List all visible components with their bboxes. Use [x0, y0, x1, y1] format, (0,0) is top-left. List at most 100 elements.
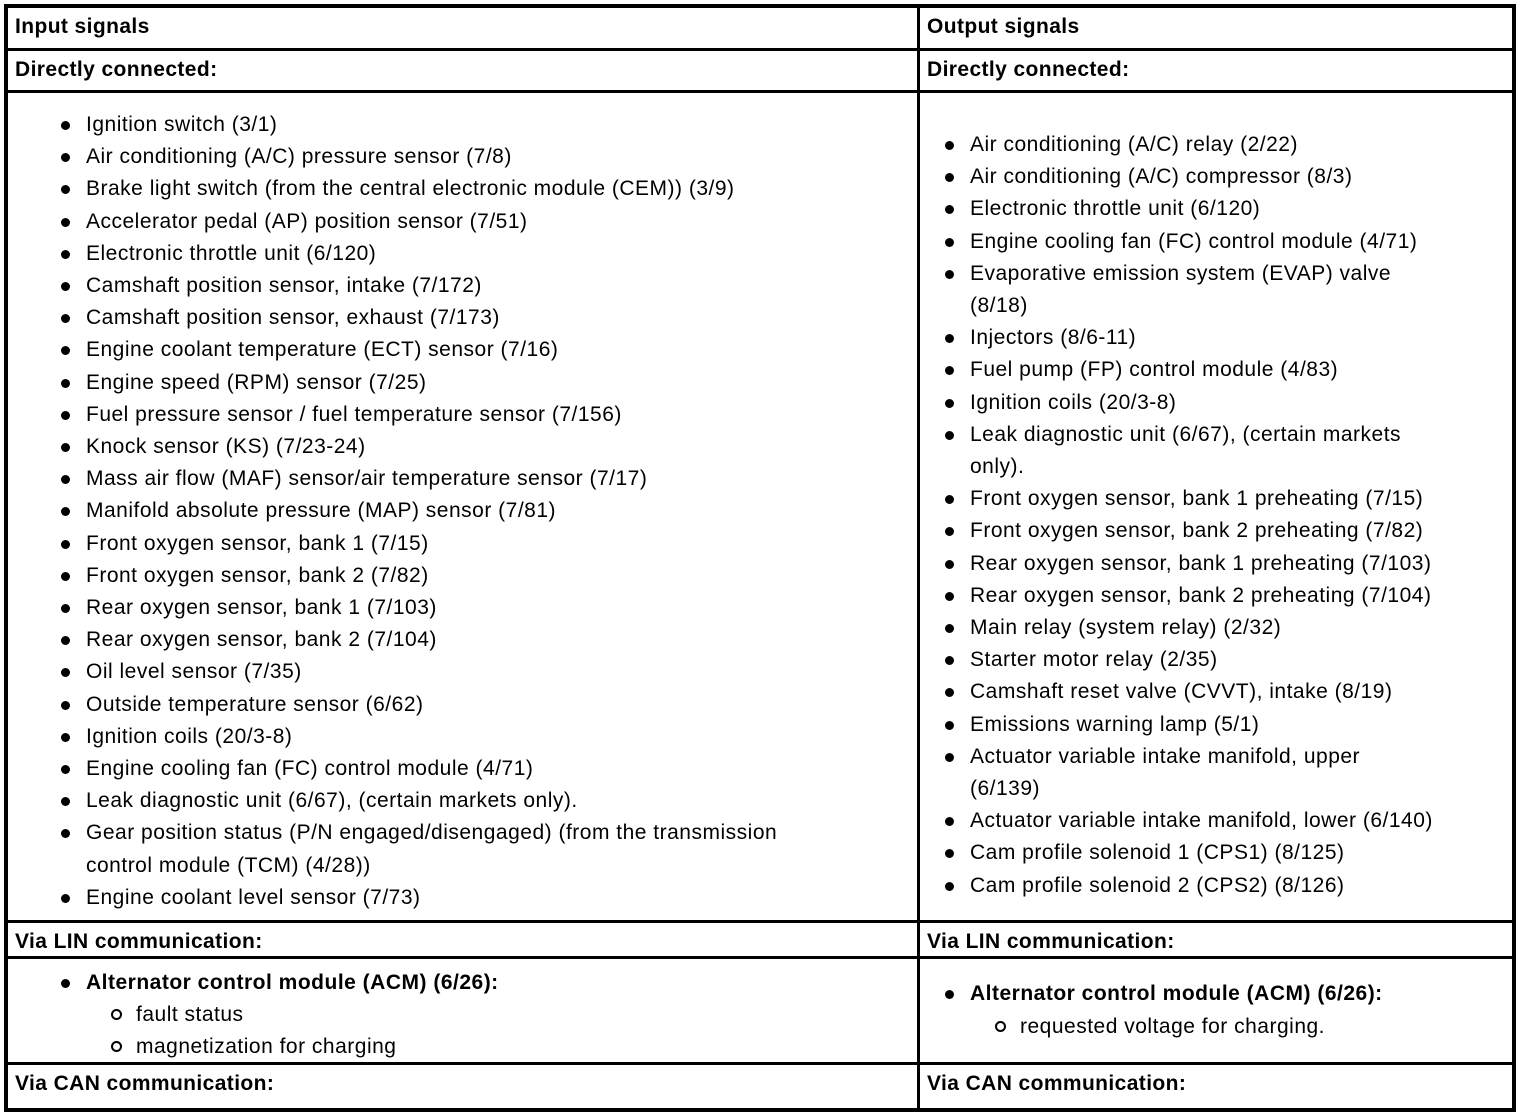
- list-item-text: Mass air flow (MAF) sensor/air temperatu…: [86, 467, 648, 491]
- list-item-text: Ignition switch (3/1): [86, 113, 278, 136]
- list-item: Engine speed (RPM) sensor (7/25): [60, 367, 913, 399]
- list-item: Injectors (8/6-11): [944, 322, 1508, 354]
- list-item: Camshaft position sensor, exhaust (7/173…: [60, 302, 913, 334]
- bullet-icon: [60, 141, 86, 173]
- bullet-icon: [944, 548, 970, 580]
- list-item-text: Main relay (system relay) (2/32): [970, 616, 1282, 640]
- list-item-text: Engine coolant level sensor (7/73): [86, 885, 421, 909]
- bullet-icon: [60, 967, 86, 999]
- bullet-icon: [60, 463, 86, 495]
- input-directly-connected-list-cell: Ignition switch (3/1) Air conditioning (A…: [8, 90, 920, 920]
- sub-list-item: magnetization for charging: [110, 1031, 913, 1062]
- output-signals-header: Output signals: [927, 15, 1080, 38]
- list-item: Gear position status (P/N engaged/diseng…: [60, 817, 913, 881]
- list-item-text: Cam profile solenoid 2 (CPS2) (8/126): [970, 873, 1345, 897]
- bullet-icon: [944, 580, 970, 612]
- sub-list-item-text: requested voltage for charging.: [1020, 1014, 1326, 1038]
- output-directly-connected-list: Air conditioning (A/C) relay (2/22) Air c…: [920, 93, 1512, 902]
- bullet-icon: [944, 258, 970, 290]
- bullet-icon: [944, 870, 970, 902]
- bullet-icon: [60, 173, 86, 205]
- bullet-icon: [60, 270, 86, 302]
- list-item: Cam profile solenoid 2 (CPS2) (8/126): [944, 870, 1508, 902]
- list-item: Oil level sensor (7/35): [60, 656, 913, 688]
- list-item: Actuator variable intake manifold, upper…: [944, 741, 1508, 805]
- input-via-lin-label: Via LIN communication:: [15, 930, 263, 953]
- list-item-text: Actuator variable intake manifold, lower…: [970, 809, 1433, 833]
- list-item-text: Electronic throttle unit (6/120): [86, 241, 377, 265]
- list-item-text: Ignition coils (20/3-8): [970, 390, 1177, 414]
- bullet-icon: [60, 495, 86, 527]
- list-item: Front oxygen sensor, bank 2 preheating (…: [944, 515, 1508, 547]
- bullet-icon: [60, 592, 86, 624]
- circle-icon: [994, 1011, 1020, 1043]
- list-item: Accelerator pedal (AP) position sensor (…: [60, 206, 913, 238]
- sub-list-item-text: fault status: [136, 1003, 244, 1027]
- list-item: Engine coolant temperature (ECT) sensor …: [60, 334, 913, 366]
- list-item: Air conditioning (A/C) compressor (8/3): [944, 161, 1508, 193]
- bullet-icon: [60, 399, 86, 431]
- output-via-lin-list-cell: Alternator control module (ACM) (6/26): r…: [920, 956, 1512, 1062]
- list-item-text: Camshaft position sensor, exhaust (7/173…: [86, 306, 500, 330]
- list-item-text: Engine speed (RPM) sensor (7/25): [86, 370, 427, 394]
- bullet-icon: [944, 161, 970, 193]
- bullet-icon: [60, 334, 86, 366]
- list-item-text: Brake light switch (from the central ele…: [86, 177, 735, 201]
- list-item-text: Camshaft reset valve (CVVT), intake (8/1…: [970, 680, 1393, 704]
- bullet-icon: [944, 805, 970, 837]
- bullet-icon: [60, 431, 86, 463]
- list-item: Rear oxygen sensor, bank 2 preheating (7…: [944, 580, 1508, 612]
- list-item-text: Alternator control module (ACM) (6/26):: [970, 982, 1383, 1006]
- list-item-text: Camshaft position sensor, intake (7/172): [86, 274, 482, 298]
- input-directly-connected-list: Ignition switch (3/1) Air conditioning (A…: [8, 93, 917, 914]
- bullet-icon: [944, 837, 970, 869]
- list-item-text: Front oxygen sensor, bank 2 preheating (…: [970, 519, 1424, 543]
- list-item-text: Air conditioning (A/C) relay (2/22): [970, 133, 1298, 156]
- list-item-text: Rear oxygen sensor, bank 2 (7/104): [86, 628, 437, 652]
- input-directly-connected-label: Directly connected:: [15, 58, 218, 81]
- bullet-icon: [60, 560, 86, 592]
- bullet-icon: [60, 656, 86, 688]
- list-item: Engine coolant level sensor (7/73): [60, 882, 913, 914]
- list-item-text: Evaporative emission system (EVAP) valve…: [970, 261, 1392, 318]
- bullet-icon: [944, 483, 970, 515]
- list-item: Evaporative emission system (EVAP) valve…: [944, 258, 1508, 322]
- list-item: Front oxygen sensor, bank 1 preheating (…: [944, 483, 1508, 515]
- list-item: Alternator control module (ACM) (6/26):: [60, 967, 913, 999]
- signals-table: Input signals Output signals Directly co…: [4, 4, 1516, 1112]
- list-item: Electronic throttle unit (6/120): [944, 193, 1508, 225]
- bullet-icon: [60, 206, 86, 238]
- list-item: Main relay (system relay) (2/32): [944, 612, 1508, 644]
- input-via-lin-list: Alternator control module (ACM) (6/26): f…: [8, 959, 917, 1062]
- input-via-lin-label-cell: Via LIN communication:: [8, 920, 920, 956]
- bullet-icon: [60, 882, 86, 914]
- list-item-text: Rear oxygen sensor, bank 1 preheating (7…: [970, 551, 1432, 575]
- list-item-text: Electronic throttle unit (6/120): [970, 197, 1261, 221]
- list-item: Leak diagnostic unit (6/67), (certain ma…: [944, 419, 1508, 483]
- output-via-can-label-cell: Via CAN communication:: [920, 1062, 1512, 1108]
- list-item-text: Engine cooling fan (FC) control module (…: [970, 229, 1418, 253]
- bullet-icon: [944, 322, 970, 354]
- list-item: Front oxygen sensor, bank 2 (7/82): [60, 560, 913, 592]
- list-item: Ignition switch (3/1): [60, 109, 913, 141]
- list-item: Ignition coils (20/3-8): [60, 721, 913, 753]
- list-item-text: Leak diagnostic unit (6/67), (certain ma…: [970, 422, 1402, 479]
- list-item-text: Gear position status (P/N engaged/diseng…: [86, 821, 778, 877]
- input-signals-header-cell: Input signals: [8, 8, 920, 48]
- list-item: Fuel pressure sensor / fuel temperature …: [60, 399, 913, 431]
- list-item-text: Actuator variable intake manifold, upper…: [970, 744, 1361, 801]
- bullet-icon: [60, 721, 86, 753]
- input-signals-header: Input signals: [15, 15, 150, 38]
- bullet-icon: [60, 528, 86, 560]
- bullet-icon: [944, 193, 970, 225]
- list-item-text: Front oxygen sensor, bank 1 (7/15): [86, 531, 429, 555]
- bullet-icon: [944, 129, 970, 161]
- bullet-icon: [944, 741, 970, 773]
- list-item-text: Air conditioning (A/C) pressure sensor (…: [86, 145, 512, 169]
- output-signals-header-cell: Output signals: [920, 8, 1512, 48]
- list-item-text: Accelerator pedal (AP) position sensor (…: [86, 209, 528, 233]
- bullet-icon: [60, 302, 86, 334]
- output-via-can-label: Via CAN communication:: [927, 1072, 1187, 1095]
- list-item: Brake light switch (from the central ele…: [60, 173, 913, 205]
